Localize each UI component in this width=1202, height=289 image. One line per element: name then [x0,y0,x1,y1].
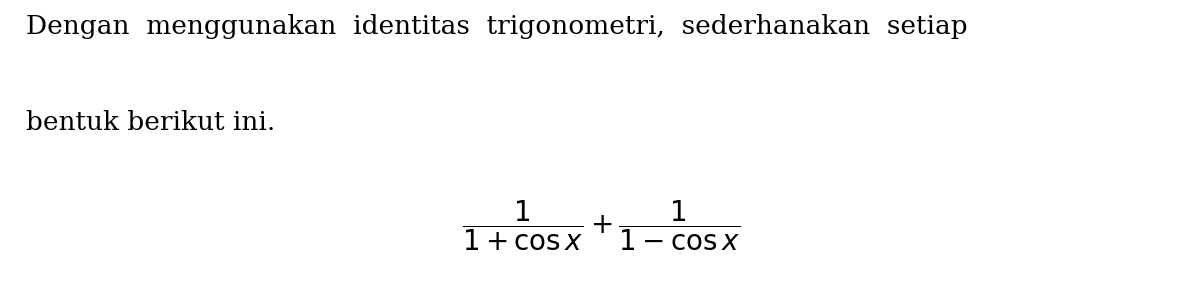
Text: $\dfrac{1}{1+\cos x}+\dfrac{1}{1-\cos x}$: $\dfrac{1}{1+\cos x}+\dfrac{1}{1-\cos x}… [462,198,740,253]
Text: Dengan  menggunakan  identitas  trigonometri,  sederhanakan  setiap: Dengan menggunakan identitas trigonometr… [26,14,968,40]
Text: bentuk berikut ini.: bentuk berikut ini. [26,110,275,135]
